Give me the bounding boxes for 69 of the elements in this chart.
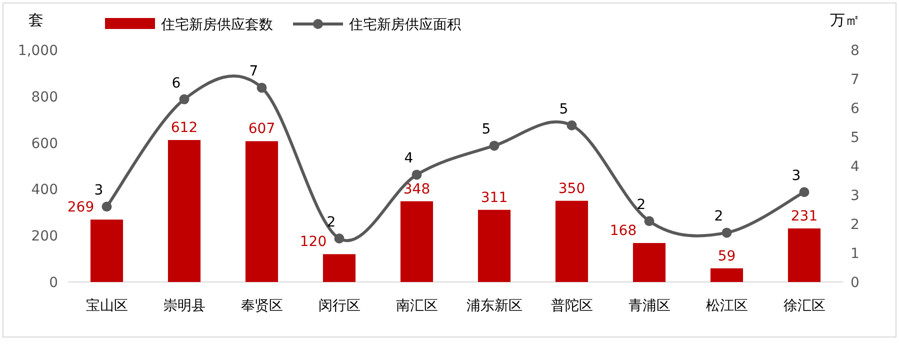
data-label: 2 bbox=[326, 214, 336, 230]
y2-tick-label: 5 bbox=[850, 130, 860, 146]
x-tick-label: 奉贤区 bbox=[240, 298, 283, 314]
y-tick-label: 400 bbox=[31, 182, 58, 198]
point bbox=[102, 202, 112, 212]
legend-label: 住宅新房供应套数 bbox=[160, 17, 273, 33]
data-label: 7 bbox=[249, 64, 258, 80]
data-label: 231 bbox=[790, 208, 818, 224]
data-label: 3 bbox=[94, 182, 104, 199]
bar bbox=[788, 228, 821, 282]
x-tick-label: 崇明县 bbox=[163, 298, 206, 314]
data-label: 3 bbox=[792, 168, 801, 184]
x-tick-label: 徐汇区 bbox=[783, 298, 826, 314]
y2-tick-label: 4 bbox=[850, 159, 860, 175]
y2-tick-label: 0 bbox=[850, 275, 860, 291]
data-label: 120 bbox=[300, 234, 327, 250]
x-tick-label: 闵行区 bbox=[318, 298, 360, 314]
x-tick-label: 普陀区 bbox=[550, 297, 593, 314]
point bbox=[644, 216, 654, 226]
y-tick-label: 200 bbox=[31, 228, 58, 245]
y-tick-label: 0 bbox=[49, 275, 58, 291]
bar bbox=[400, 201, 434, 282]
y2-tick-label: 7 bbox=[850, 72, 860, 88]
y2-tick-label: 1 bbox=[850, 246, 860, 262]
point bbox=[412, 170, 422, 180]
bar bbox=[245, 141, 278, 282]
point bbox=[489, 140, 500, 151]
x-tick-label: 松江区 bbox=[706, 298, 748, 314]
y2-axis-title: 万㎡ bbox=[830, 11, 860, 29]
bar bbox=[632, 243, 666, 282]
bar bbox=[478, 210, 511, 282]
data-label: 269 bbox=[67, 200, 94, 216]
bar bbox=[90, 220, 124, 282]
point bbox=[566, 120, 577, 130]
bar bbox=[555, 200, 588, 282]
data-label: 350 bbox=[558, 180, 586, 197]
bar bbox=[322, 254, 356, 282]
x-tick-label: 青浦区 bbox=[628, 298, 670, 314]
data-label: 4 bbox=[404, 150, 414, 167]
point bbox=[722, 228, 732, 238]
y2-tick-label: 2 bbox=[850, 217, 860, 233]
y2-tick-label: 6 bbox=[850, 101, 860, 117]
y-tick-label: 1,000 bbox=[18, 43, 58, 59]
bar bbox=[168, 140, 201, 282]
data-label: 59 bbox=[718, 248, 736, 264]
data-label: 6 bbox=[172, 75, 181, 92]
point bbox=[179, 94, 190, 104]
y-tick-label: 800 bbox=[31, 89, 58, 106]
y2-tick-label: 8 bbox=[850, 43, 860, 59]
legend-label: 住宅新房供应面积 bbox=[348, 17, 461, 33]
x-tick-label: 南汇区 bbox=[396, 298, 438, 314]
y-tick-label: 600 bbox=[31, 136, 58, 152]
y2-tick-label: 3 bbox=[850, 188, 860, 204]
data-label: 2 bbox=[714, 208, 724, 225]
data-label: 311 bbox=[480, 190, 508, 206]
data-label: 2 bbox=[636, 197, 646, 214]
data-label: 607 bbox=[248, 121, 276, 138]
x-tick-label: 宝山区 bbox=[86, 298, 128, 314]
point bbox=[256, 82, 267, 93]
y-axis-title: 套 bbox=[28, 11, 44, 29]
data-label: 168 bbox=[610, 223, 637, 240]
x-tick-label: 浦东新区 bbox=[466, 298, 522, 314]
point bbox=[799, 187, 810, 198]
bar bbox=[710, 268, 744, 282]
data-label: 612 bbox=[170, 120, 198, 136]
data-label: 348 bbox=[403, 181, 430, 198]
data-label: 5 bbox=[559, 101, 568, 118]
point bbox=[334, 234, 344, 244]
data-label: 5 bbox=[482, 122, 491, 138]
